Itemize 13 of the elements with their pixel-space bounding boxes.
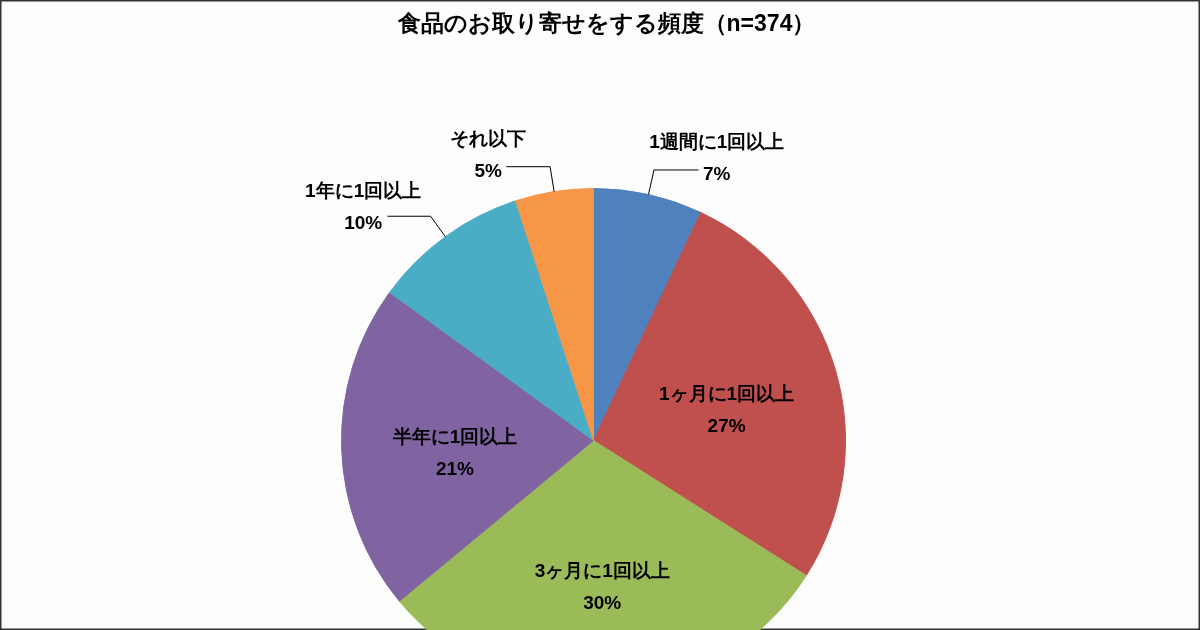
data-label: 7% xyxy=(702,163,731,185)
slice-label: 1週間に1回以上 xyxy=(649,131,785,153)
data-label: 21% xyxy=(435,458,475,480)
data-label: 10% xyxy=(344,211,383,233)
slice-label: それ以下 xyxy=(450,127,527,149)
chart-title: 食品のお取り寄せをする頻度（n=374） xyxy=(396,9,816,36)
slice-label: 1年に1回以上 xyxy=(305,179,422,201)
data-label: 30% xyxy=(583,592,622,614)
slice-label: 3ヶ月に1回以上 xyxy=(534,560,670,582)
slice-label: 1ヶ月に1回以上 xyxy=(659,383,795,405)
slice-label: 半年に1回以上 xyxy=(391,426,518,448)
data-label: 5% xyxy=(474,159,502,181)
data-label: 27% xyxy=(707,415,746,437)
